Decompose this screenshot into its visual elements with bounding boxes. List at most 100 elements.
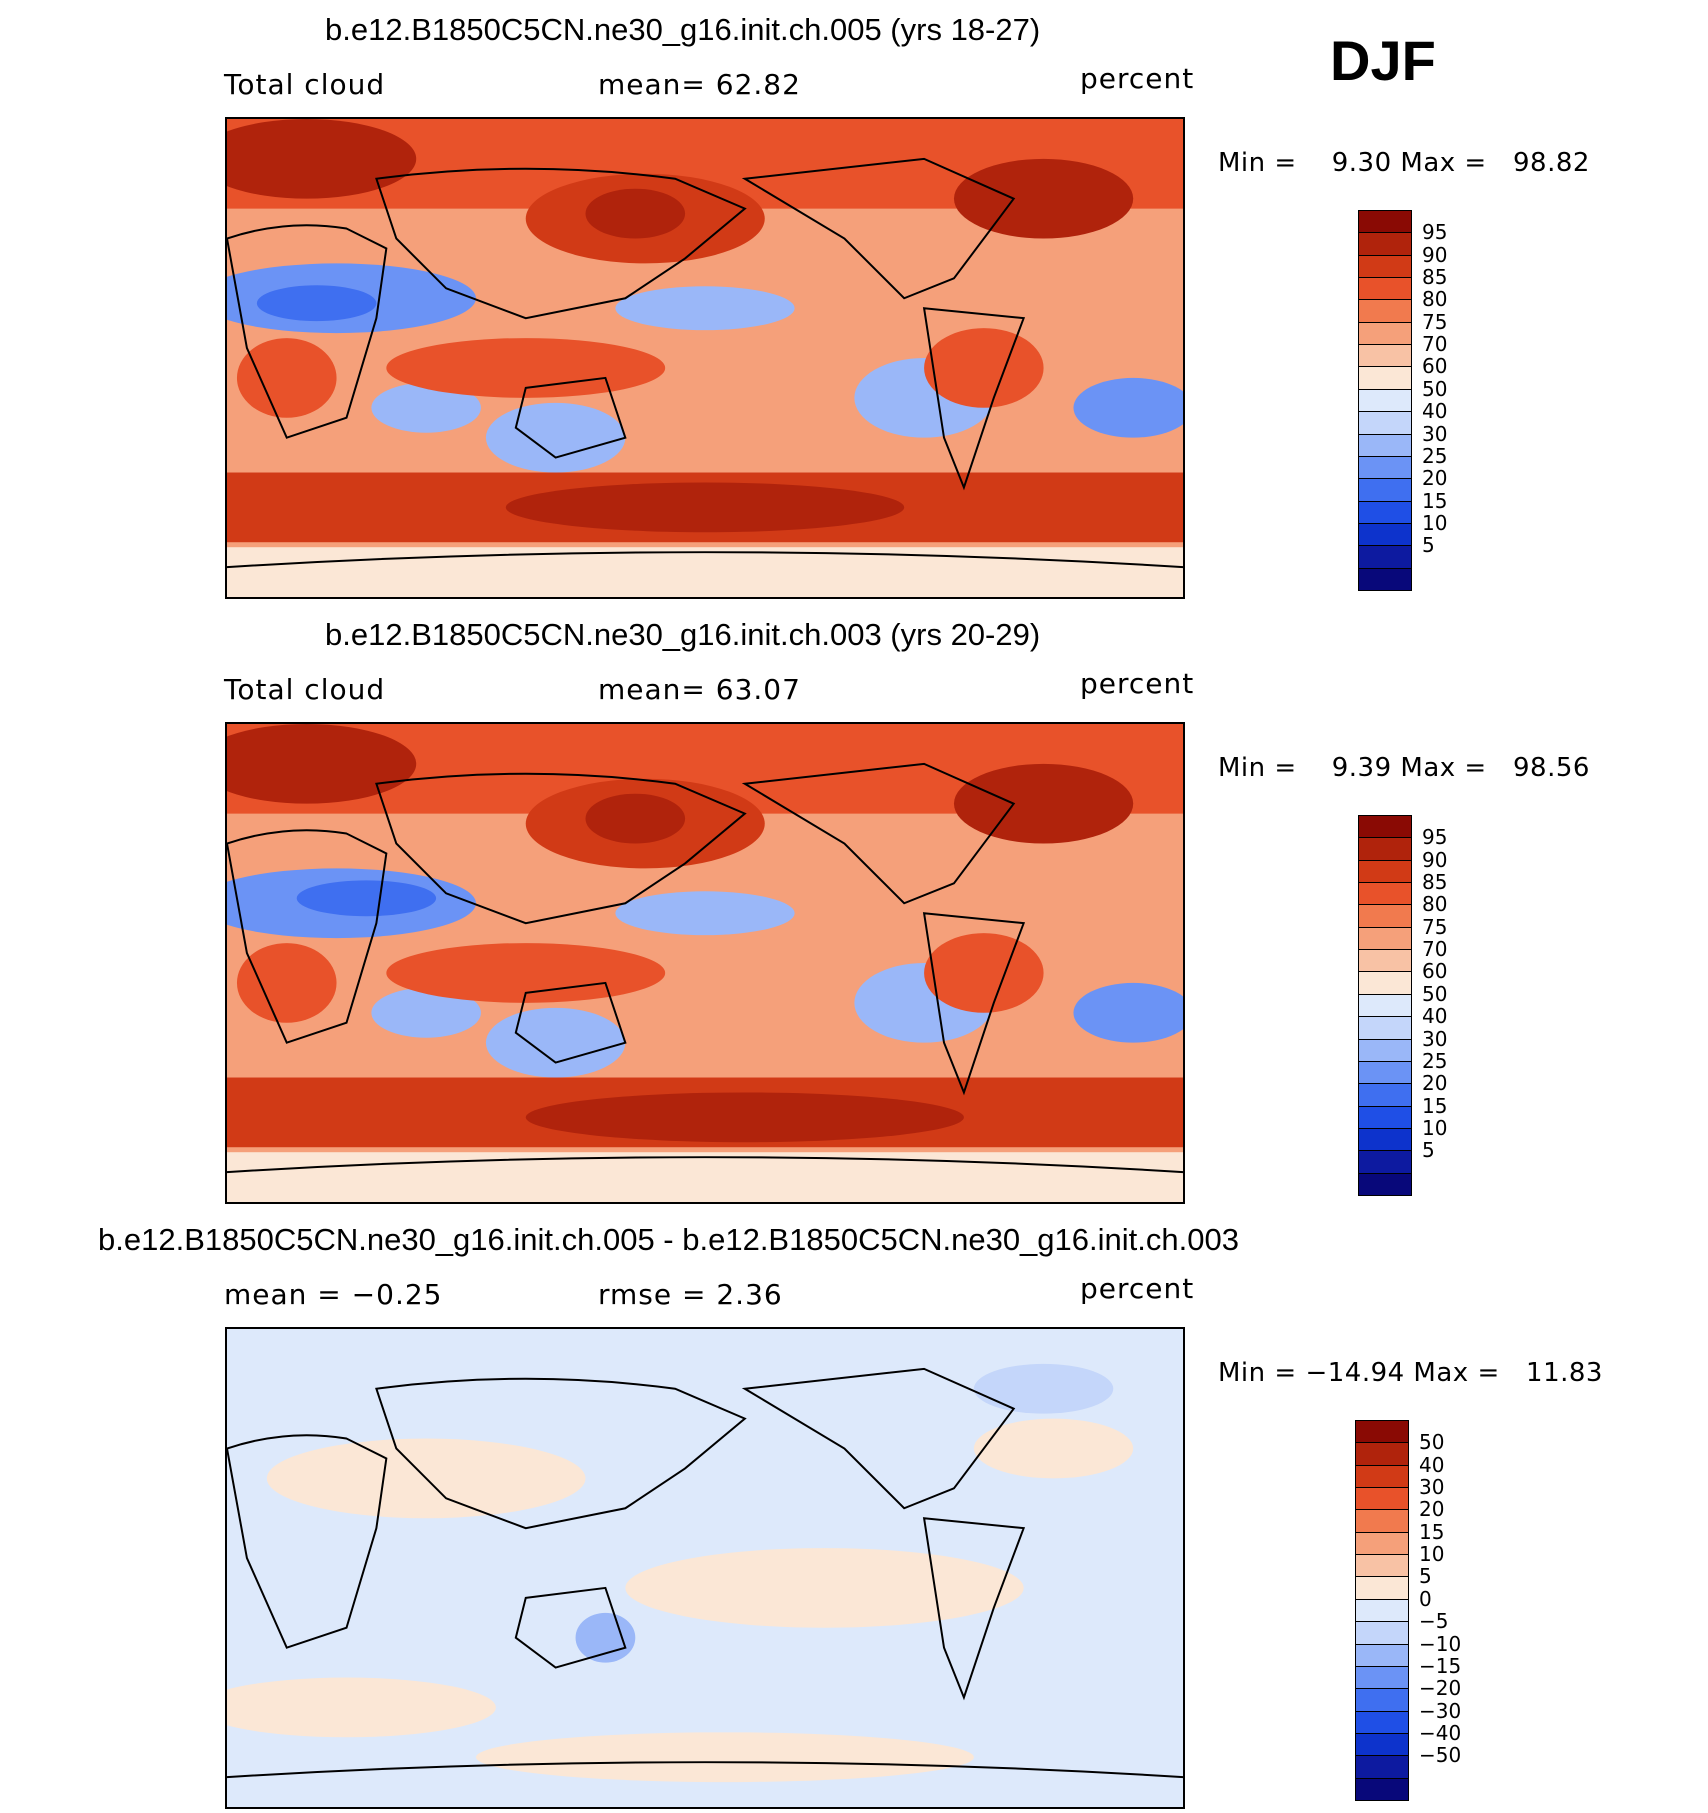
colorbar-swatch — [1355, 1531, 1409, 1556]
positive-diff-patch — [227, 1677, 496, 1738]
panel2-minmax: Min = 9.39 Max = 98.56 — [1218, 753, 1590, 783]
antarctica-outline — [227, 1761, 1183, 1779]
north-atlantic-east-max — [953, 158, 1134, 239]
panel2-title: b.e12.B1850C5CN.ne30_g16.init.ch.003 (yr… — [325, 617, 1041, 652]
colorbar-swatch — [1358, 478, 1412, 502]
north-america-outline — [741, 157, 1016, 300]
colorbar-swatch — [1355, 1688, 1409, 1712]
australia-clear — [485, 1007, 626, 1078]
colorbar-swatch — [1355, 1665, 1409, 1690]
colorbar-tick-label: 30 — [1422, 1026, 1448, 1051]
colorbar-tick-label: 90 — [1422, 847, 1448, 872]
colorbar-tick-label: −30 — [1419, 1698, 1462, 1723]
colorbar-tick-label: 15 — [1422, 1093, 1448, 1118]
colorbar-tick-label: 80 — [1422, 892, 1448, 917]
colorbar-tick-label: 0 — [1419, 1586, 1432, 1611]
colorbar-tick-label: 40 — [1422, 399, 1448, 424]
indian-ocean-clear — [371, 987, 481, 1038]
colorbar-swatch — [1358, 1038, 1412, 1062]
sahara-min — [296, 880, 437, 917]
colorbar-tick-label: 70 — [1422, 937, 1448, 962]
north-atlantic-max — [227, 119, 417, 199]
panel2-map-svg — [227, 724, 1183, 1202]
panel1-map — [225, 117, 1185, 599]
north-atlantic-east-max — [953, 763, 1134, 844]
colorbar-swatch — [1355, 1464, 1409, 1489]
colorbar-swatch — [1355, 1755, 1409, 1779]
season-label: DJF — [1330, 29, 1436, 92]
africa-outline — [227, 224, 388, 439]
panel3-map — [225, 1327, 1185, 1809]
colorbar-swatch — [1358, 1150, 1412, 1174]
colorbar-swatch — [1355, 1576, 1409, 1600]
panel1-mean-label: mean= 62.82 — [598, 68, 801, 101]
colorbar-tick-label: 40 — [1419, 1452, 1445, 1477]
colorbar-tick-label: 95 — [1422, 220, 1448, 245]
panel1-units-label: percent — [1080, 62, 1195, 95]
colorbar-swatch — [1355, 1442, 1409, 1466]
panel1-minmax: Min = 9.30 Max = 98.82 — [1218, 148, 1590, 178]
southern-ocean-max — [505, 482, 905, 533]
colorbar-tick-label: 25 — [1422, 1048, 1448, 1073]
amazon-cloud — [924, 933, 1044, 1013]
africa-outline — [227, 1434, 388, 1649]
maritime-continent-cloud — [386, 338, 666, 398]
north-pacific-max — [585, 188, 686, 239]
colorbar-swatch — [1355, 1732, 1409, 1757]
south-america-outline — [922, 307, 1026, 491]
panel2-map — [225, 722, 1185, 1204]
panel1-title: b.e12.B1850C5CN.ne30_g16.init.ch.005 (yr… — [325, 12, 1041, 47]
panel3-title: b.e12.B1850C5CN.ne30_g16.init.ch.005 - b… — [98, 1222, 1239, 1257]
subtropical-pacific-clear — [615, 286, 795, 331]
colorbar-tick-label: 80 — [1422, 287, 1448, 312]
colorbar-tick-label: 15 — [1422, 488, 1448, 513]
colorbar-tick-label: 95 — [1422, 825, 1448, 850]
panel3-minmax: Min = −14.94 Max = 11.83 — [1218, 1358, 1603, 1388]
southern-ocean-max — [525, 1092, 964, 1143]
colorbar-tick-label: −10 — [1419, 1631, 1462, 1656]
colorbar-swatch — [1358, 232, 1412, 256]
colorbar-tick-label: 85 — [1422, 870, 1448, 895]
colorbar-swatch — [1358, 254, 1412, 279]
colorbar-tick-label: 30 — [1419, 1475, 1445, 1500]
north-america-outline — [741, 1367, 1016, 1510]
indian-ocean-clear — [371, 382, 481, 433]
colorbar-swatch — [1358, 500, 1412, 524]
colorbar-tick-label: 10 — [1422, 510, 1448, 535]
colorbar-swatch — [1358, 815, 1412, 839]
south-america-outline — [922, 1517, 1026, 1701]
colorbar-tick-label: 5 — [1419, 1564, 1432, 1589]
colorbar-swatch — [1358, 882, 1412, 906]
colorbar-swatch — [1358, 299, 1412, 323]
colorbar-swatch — [1358, 433, 1412, 457]
colorbar-swatch — [1358, 1016, 1412, 1040]
north-america-outline — [741, 762, 1016, 905]
colorbar-tick-label: 20 — [1422, 1071, 1448, 1096]
colorbar-swatch — [1355, 1487, 1409, 1511]
colorbar-swatch — [1358, 411, 1412, 435]
south-atlantic-clear — [1073, 982, 1183, 1043]
colorbar-tick-label: 60 — [1422, 354, 1448, 379]
colorbar-swatch — [1358, 366, 1412, 390]
colorbar-swatch — [1358, 837, 1412, 861]
colorbar-tick-label: 10 — [1419, 1542, 1445, 1567]
colorbar-tick-label: −40 — [1419, 1720, 1462, 1745]
north-pacific-max — [585, 793, 686, 844]
colorbar-tick-label: 40 — [1422, 1004, 1448, 1029]
colorbar-tick-label: −20 — [1419, 1676, 1462, 1701]
colorbar-swatch — [1358, 522, 1412, 547]
eurasia-outline — [375, 167, 747, 320]
colorbar-swatch — [1355, 1509, 1409, 1533]
panel3-colorbar: 50 40 30 20 15 10 5 0 −5 −10 −15 −20 −30 −40 −50 — [1355, 1420, 1475, 1801]
subtropical-pacific-clear — [615, 891, 795, 936]
negative-diff-patch — [973, 1363, 1114, 1414]
colorbar-swatch — [1358, 949, 1412, 973]
colorbar-tick-label: −15 — [1419, 1653, 1462, 1678]
colorbar-tick-label: 15 — [1419, 1519, 1445, 1544]
amazon-cloud — [924, 328, 1044, 408]
colorbar-swatch — [1358, 210, 1412, 234]
colorbar-swatch — [1358, 1105, 1412, 1129]
antarctica-field — [227, 1152, 1183, 1202]
colorbar-swatch — [1358, 1060, 1412, 1085]
antarctica-outline — [227, 1156, 1183, 1174]
